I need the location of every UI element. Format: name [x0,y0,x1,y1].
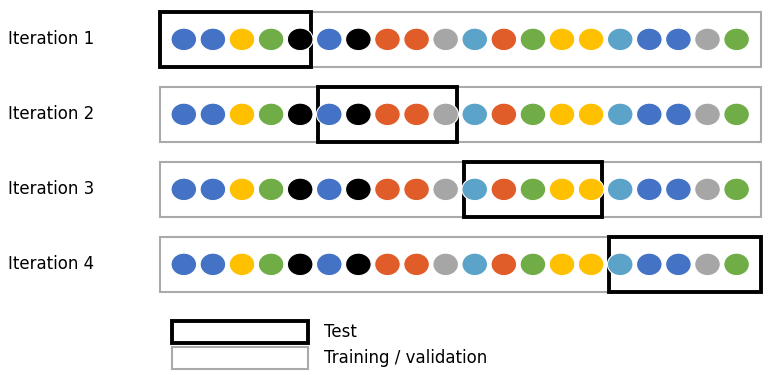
Ellipse shape [608,253,633,276]
Ellipse shape [520,253,546,276]
Ellipse shape [665,28,691,51]
Ellipse shape [258,103,284,126]
Ellipse shape [724,28,750,51]
Ellipse shape [636,253,662,276]
Ellipse shape [695,103,720,126]
Ellipse shape [374,103,400,126]
Ellipse shape [229,253,255,276]
Ellipse shape [200,253,225,276]
Bar [609,237,760,292]
Ellipse shape [200,178,225,201]
Ellipse shape [724,253,750,276]
Ellipse shape [578,28,604,51]
Ellipse shape [287,178,313,201]
Ellipse shape [317,178,342,201]
Ellipse shape [665,253,691,276]
Ellipse shape [404,178,429,201]
Ellipse shape [200,103,225,126]
Ellipse shape [346,178,371,201]
Bar [160,87,760,142]
Text: Iteration 1: Iteration 1 [8,30,94,48]
Ellipse shape [549,178,575,201]
Ellipse shape [258,178,284,201]
Ellipse shape [462,178,488,201]
Text: Iteration 3: Iteration 3 [8,180,94,198]
Ellipse shape [724,178,750,201]
Bar [160,12,760,67]
Ellipse shape [665,178,691,201]
Ellipse shape [578,253,604,276]
Text: Test: Test [324,323,356,341]
Ellipse shape [374,178,400,201]
Ellipse shape [636,103,662,126]
Ellipse shape [229,103,255,126]
Ellipse shape [433,28,459,51]
Ellipse shape [346,28,371,51]
Ellipse shape [229,28,255,51]
Ellipse shape [462,253,488,276]
Ellipse shape [636,178,662,201]
Ellipse shape [287,28,313,51]
Ellipse shape [258,28,284,51]
Ellipse shape [404,253,429,276]
Ellipse shape [346,253,371,276]
Ellipse shape [608,28,633,51]
Bar [172,321,308,343]
Bar [172,347,308,369]
Text: Iteration 4: Iteration 4 [8,255,94,273]
Text: Training / validation: Training / validation [324,349,487,367]
Ellipse shape [171,178,197,201]
Ellipse shape [491,28,516,51]
Ellipse shape [520,178,546,201]
Ellipse shape [520,28,546,51]
Ellipse shape [258,253,284,276]
Ellipse shape [287,253,313,276]
Ellipse shape [491,253,516,276]
Ellipse shape [695,178,720,201]
Ellipse shape [549,253,575,276]
Bar [160,162,760,217]
Ellipse shape [171,103,197,126]
Ellipse shape [346,103,371,126]
Ellipse shape [171,28,197,51]
Ellipse shape [317,103,342,126]
Bar [318,87,457,142]
Ellipse shape [317,253,342,276]
Ellipse shape [491,103,516,126]
Ellipse shape [229,178,255,201]
Ellipse shape [433,103,459,126]
Ellipse shape [200,28,225,51]
Ellipse shape [608,103,633,126]
Ellipse shape [171,253,197,276]
Ellipse shape [404,28,429,51]
Ellipse shape [695,253,720,276]
Ellipse shape [549,28,575,51]
Ellipse shape [578,103,604,126]
Bar [463,162,602,217]
Text: Iteration 2: Iteration 2 [8,105,94,123]
Bar [160,237,760,292]
Ellipse shape [724,103,750,126]
Ellipse shape [636,28,662,51]
Ellipse shape [404,103,429,126]
Ellipse shape [608,178,633,201]
Ellipse shape [287,103,313,126]
Ellipse shape [374,28,400,51]
Ellipse shape [578,178,604,201]
Ellipse shape [374,253,400,276]
Ellipse shape [549,103,575,126]
Ellipse shape [433,178,459,201]
Ellipse shape [695,28,720,51]
Ellipse shape [665,103,691,126]
Ellipse shape [433,253,459,276]
Ellipse shape [462,103,488,126]
Ellipse shape [462,28,488,51]
Ellipse shape [491,178,516,201]
Bar [160,12,311,67]
Ellipse shape [317,28,342,51]
Ellipse shape [520,103,546,126]
